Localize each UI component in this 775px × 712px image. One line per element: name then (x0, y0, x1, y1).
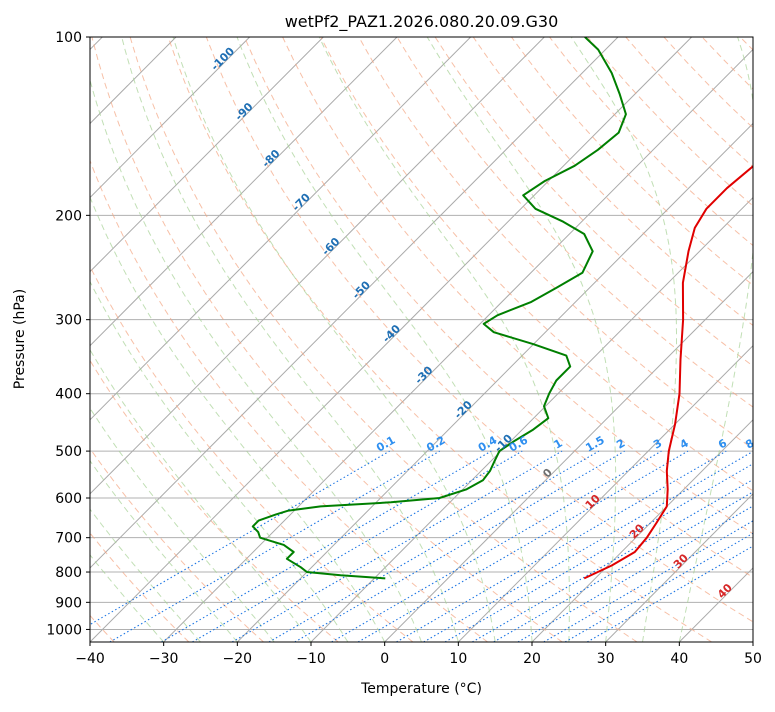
y-tick-label: 100 (55, 30, 82, 46)
x-tick-label: 10 (449, 651, 467, 667)
y-tick-label: 500 (55, 444, 82, 460)
y-tick-label: 900 (55, 595, 82, 611)
x-axis-label: Temperature (°C) (360, 681, 482, 697)
y-tick-label: 800 (55, 565, 82, 581)
x-tick-label: −30 (149, 651, 179, 667)
y-tick-label: 1000 (46, 622, 82, 638)
y-tick-label: 200 (55, 208, 82, 224)
y-tick-label: 700 (55, 531, 82, 547)
x-tick-label: 0 (380, 651, 389, 667)
x-tick-label: −20 (223, 651, 253, 667)
y-tick-label: 300 (55, 313, 82, 329)
x-tick-label: 30 (597, 651, 615, 667)
chart-title: wetPf2_PAZ1.2026.080.20.09.G30 (285, 12, 559, 32)
y-tick-label: 600 (55, 491, 82, 507)
x-tick-label: 20 (523, 651, 541, 667)
x-tick-label: 40 (670, 651, 688, 667)
y-axis-label: Pressure (hPa) (12, 289, 28, 389)
y-tick-label: 400 (55, 387, 82, 403)
x-tick-label: 50 (744, 651, 762, 667)
x-tick-label: −10 (296, 651, 326, 667)
x-tick-label: −40 (75, 651, 105, 667)
